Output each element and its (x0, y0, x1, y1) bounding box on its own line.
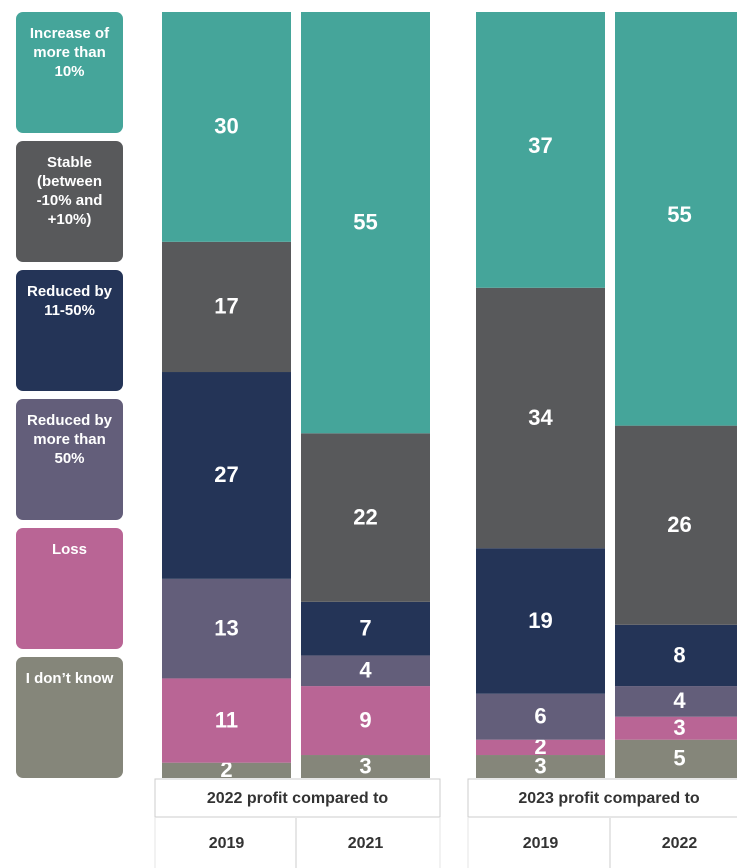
data-label: 7 (359, 615, 371, 640)
legend-entry: Stable (between -10% and +10%) (16, 141, 123, 262)
legend-entry: I don’t know (16, 657, 123, 778)
data-label: 8 (673, 642, 685, 667)
data-label: 26 (667, 512, 691, 537)
data-label: 4 (673, 688, 686, 713)
data-label: 2 (220, 757, 232, 782)
data-label: 3 (673, 715, 685, 740)
bar-segment (162, 678, 291, 763)
bar-segment (476, 287, 605, 549)
bar-segment (476, 693, 605, 740)
bar-segment (615, 686, 737, 717)
bar-segment (301, 755, 430, 778)
bar-segment (615, 624, 737, 687)
data-label: 5 (673, 746, 685, 771)
bar-segment (162, 12, 291, 242)
x-tick-label: 2019 (523, 835, 559, 852)
data-label: 19 (528, 608, 552, 633)
data-label: 3 (359, 753, 371, 778)
data-label: 55 (667, 202, 691, 227)
bar-segment (162, 241, 291, 373)
data-label: 34 (528, 405, 553, 430)
data-label: 2 (534, 734, 546, 759)
group-label: 2023 profit compared to (518, 790, 700, 807)
bar-segment (476, 548, 605, 694)
data-label: 4 (359, 658, 372, 683)
data-label: 3 (534, 753, 546, 778)
bar-segment (162, 372, 291, 579)
bar-segment (615, 12, 737, 426)
bar-segment (615, 739, 737, 778)
bar-segment (162, 762, 291, 778)
bar-segment (162, 578, 291, 679)
legend-entry: Increase of more than 10% (16, 12, 123, 133)
legend-entry: Loss (16, 528, 123, 649)
bar-segment (301, 655, 430, 687)
bar-segment (476, 12, 605, 288)
x-tick-label: 2019 (209, 835, 245, 852)
legend-entry: Reduced by more than 50% (16, 399, 123, 520)
data-label: 30 (214, 114, 238, 139)
bar-segment (615, 716, 737, 740)
data-label: 13 (214, 615, 238, 640)
group-label: 2022 profit compared to (207, 790, 389, 807)
bar-segment (301, 686, 430, 756)
data-label: 22 (353, 504, 377, 529)
x-tick-label: 2022 (662, 835, 698, 852)
bar-segment (301, 433, 430, 602)
data-label: 6 (534, 704, 546, 729)
data-label: 9 (359, 707, 371, 732)
x-tick-label: 2021 (348, 835, 384, 852)
data-label: 17 (214, 294, 238, 319)
bar-segment (476, 755, 605, 778)
data-label: 27 (214, 462, 238, 487)
bar-segment (301, 12, 430, 434)
data-label: 11 (215, 707, 238, 732)
bar-segment (476, 739, 605, 756)
legend-entry: Reduced by 11-50% (16, 270, 123, 391)
data-label: 37 (528, 133, 552, 158)
group-box (154, 778, 441, 818)
data-label: 55 (353, 209, 377, 234)
bar-segment (615, 425, 737, 625)
group-box (467, 778, 737, 818)
bar-segment (301, 601, 430, 656)
